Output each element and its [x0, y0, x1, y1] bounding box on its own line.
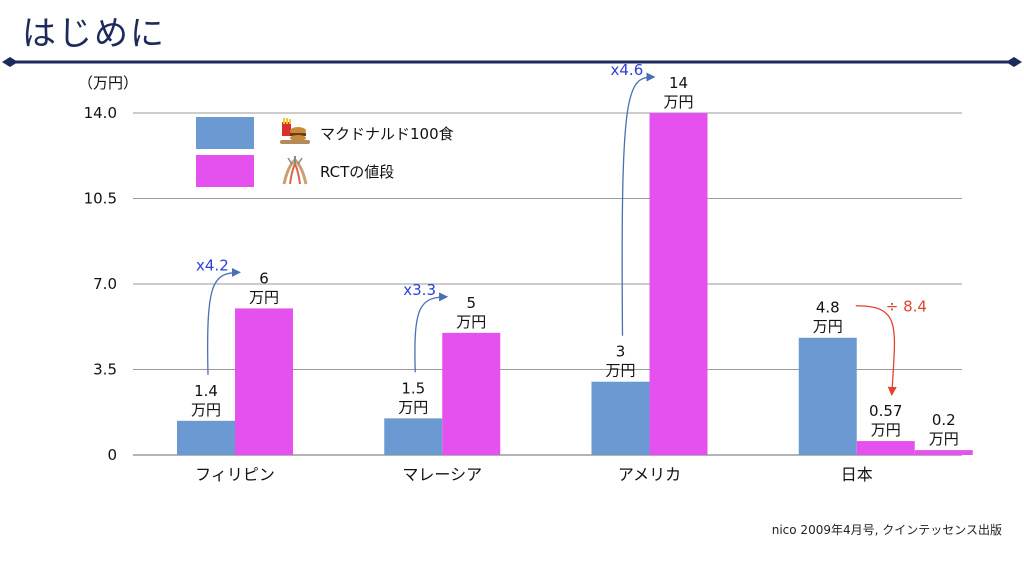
legend-swatch-rct: [196, 155, 254, 187]
legend-label-rct: RCTの値段: [320, 163, 394, 181]
data-label-value: 3: [616, 343, 626, 361]
bar-rct: [649, 113, 708, 455]
data-label-unit: 万円: [813, 318, 843, 336]
ratio-annotations: x4.2 x3.3 x4.6 ÷ 8.4: [196, 61, 927, 396]
ratio-arrow-up: [414, 292, 449, 373]
data-label-unit: 万円: [929, 430, 959, 448]
data-label-value: 1.4: [194, 382, 218, 400]
legend-swatch-mcd: [196, 117, 254, 149]
bar-rct: [856, 441, 915, 455]
bar-rct: [442, 332, 501, 455]
data-label-value: 4.8: [816, 299, 840, 317]
ratio-label: x3.3: [403, 281, 436, 299]
bar-mcd: [177, 420, 235, 455]
x-category-label: アメリカ: [618, 465, 681, 484]
data-label-unit: 万円: [191, 401, 221, 419]
x-category-label: マレーシア: [402, 465, 482, 484]
data-label-value: 1.5: [401, 379, 425, 397]
data-label-value: 0.57: [869, 402, 902, 420]
data-label-unit: 万円: [249, 288, 279, 306]
data-label-value: 0.2: [932, 411, 956, 429]
y-axis: （万円） 0 3.5 7.0 10.5 14.0: [78, 74, 138, 464]
legend: マクドナルド100食 RCTの値段: [196, 117, 454, 187]
y-tick-label: 10.5: [84, 190, 117, 208]
ratio-arrow-down: [855, 305, 897, 396]
bar-mcd: [384, 418, 443, 455]
y-tick-label: 0: [107, 446, 117, 464]
y-tick-label: 3.5: [93, 361, 117, 379]
data-label-value: 6: [259, 269, 269, 287]
data-label-unit: 万円: [605, 362, 635, 380]
data-label-unit: 万円: [456, 313, 486, 331]
x-category-label: フィリピン: [195, 465, 275, 484]
y-tick-label: 7.0: [93, 275, 117, 293]
bar-rct-extra: [914, 450, 973, 455]
data-label-unit: 万円: [663, 93, 693, 111]
tooth-roots-icon: [282, 156, 308, 185]
ratio-label: ÷ 8.4: [886, 298, 927, 316]
y-tick-label: 14.0: [84, 104, 117, 122]
slide-title: はじめに: [22, 14, 166, 54]
bar-mcd: [798, 337, 857, 455]
data-label-value: 14: [669, 74, 688, 92]
ratio-label: x4.6: [611, 61, 644, 79]
bar-rct: [235, 308, 293, 455]
legend-label-mcd: マクドナルド100食: [320, 125, 454, 143]
ratio-arrow-up: [621, 72, 656, 336]
ratio-arrow-up: [207, 267, 241, 375]
data-label-value: 5: [466, 294, 476, 312]
x-category-label: 日本: [841, 465, 873, 484]
data-label-unit: 万円: [398, 398, 428, 416]
y-axis-unit-label: （万円）: [78, 74, 138, 92]
header-rule: [2, 57, 1022, 67]
x-axis: フィリピン マレーシア アメリカ 日本: [195, 465, 873, 484]
bars: [177, 113, 973, 455]
data-label-unit: 万円: [871, 421, 901, 439]
ratio-label: x4.2: [196, 256, 229, 274]
bar-mcd: [591, 381, 650, 455]
source-citation: nico 2009年4月号, クインテッセンス出版: [771, 523, 1002, 537]
burger-fries-icon: [280, 118, 310, 144]
